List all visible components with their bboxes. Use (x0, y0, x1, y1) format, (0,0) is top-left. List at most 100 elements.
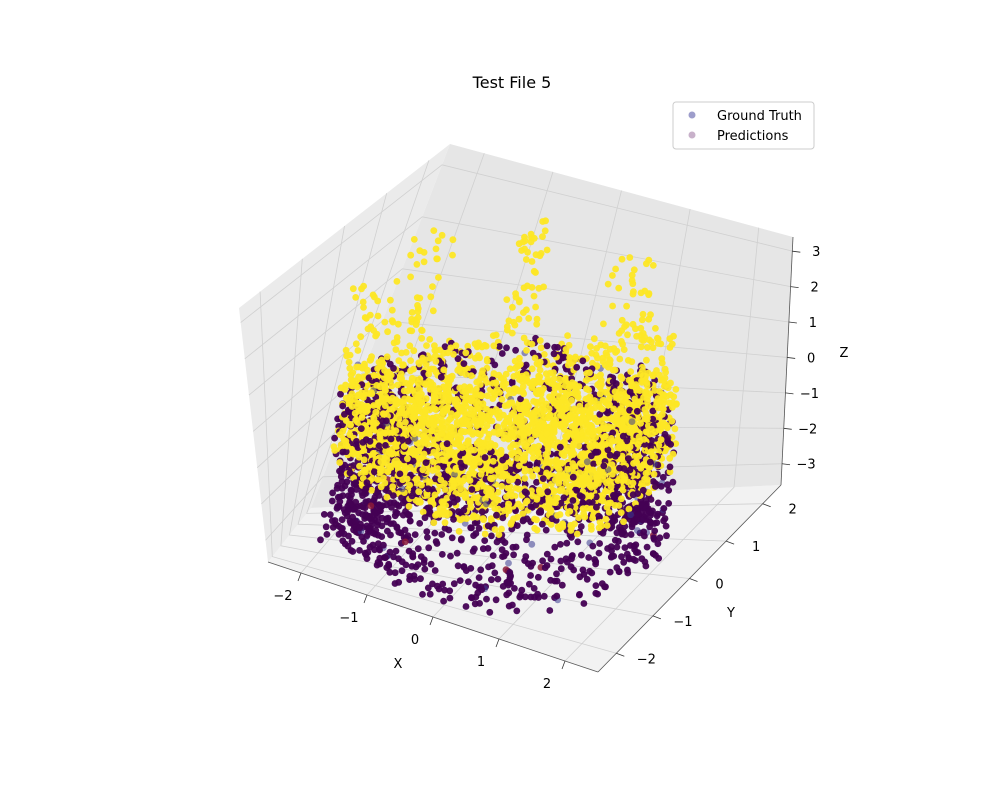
ground-truth-point (611, 536, 619, 544)
prediction-point (370, 402, 378, 409)
prediction-point (352, 416, 360, 424)
prediction-point (394, 381, 402, 389)
prediction-point (575, 436, 582, 444)
ground-truth-point (539, 520, 546, 528)
ground-truth-point (380, 541, 387, 549)
prediction-point (410, 408, 418, 416)
prediction-point (416, 294, 424, 302)
prediction-point (610, 405, 618, 413)
ground-truth-point (473, 518, 481, 526)
z-tick (781, 463, 791, 466)
prediction-point (602, 349, 610, 357)
prediction-point (503, 493, 510, 501)
prediction-point (473, 429, 480, 437)
ground-truth-point (361, 549, 369, 557)
ground-truth-point (477, 566, 485, 574)
y-tick (616, 652, 625, 657)
prediction-point (415, 384, 422, 392)
ground-truth-point (414, 545, 422, 553)
prediction-point (419, 466, 427, 474)
prediction-point (521, 467, 529, 475)
ground-truth-point (544, 488, 552, 496)
ground-truth-point (374, 540, 382, 548)
prediction-point (360, 304, 367, 311)
ground-truth-point (651, 527, 659, 535)
prediction-point (625, 505, 633, 513)
ground-truth-point (423, 528, 431, 535)
prediction-point (616, 355, 624, 363)
ground-truth-point (329, 523, 337, 531)
ground-truth-point (341, 509, 349, 517)
ground-truth-point (450, 516, 457, 523)
prediction-point (466, 477, 474, 484)
prediction-point (621, 472, 628, 480)
x-tick-label: 1 (477, 655, 485, 670)
ground-truth-point (352, 441, 360, 448)
prediction-point (572, 417, 580, 425)
legend-label-predictions: Predictions (717, 129, 789, 144)
ground-truth-point (606, 568, 614, 576)
prediction-point (521, 443, 529, 450)
ground-truth-point (613, 450, 621, 458)
prediction-point (542, 451, 550, 459)
ground-truth-point (351, 517, 359, 525)
prediction-point (526, 467, 534, 475)
ground-truth-point (469, 547, 477, 555)
ground-truth-point (462, 603, 470, 610)
prediction-point (440, 507, 447, 515)
prediction-point (408, 327, 416, 335)
prediction-point (550, 389, 558, 397)
prediction-point (654, 335, 662, 343)
z-grid-line (244, 216, 791, 360)
ground-truth-point (421, 565, 429, 573)
ground-truth-point (606, 451, 614, 459)
prediction-point (537, 344, 545, 352)
ground-truth-point (406, 517, 414, 525)
prediction-point (539, 218, 547, 225)
prediction-point (342, 417, 350, 424)
prediction-point (609, 437, 616, 445)
ground-truth-point (483, 595, 490, 603)
prediction-point (630, 266, 638, 274)
prediction-point (462, 349, 470, 357)
prediction-point (457, 485, 464, 493)
ground-truth-point (440, 463, 448, 471)
y-grid-line (280, 258, 653, 617)
prediction-point (423, 491, 431, 499)
prediction-point (458, 407, 466, 415)
prediction-point (538, 396, 546, 404)
y-grid-line (289, 225, 690, 579)
prediction-point (555, 475, 563, 483)
prediction-point (466, 383, 474, 391)
prediction-point (536, 366, 544, 374)
ground-truth-point (336, 498, 344, 505)
ground-truth-point (579, 499, 587, 507)
prediction-point (426, 336, 434, 343)
prediction-point (661, 365, 669, 373)
ground-truth-point (542, 526, 550, 534)
ground-truth-point (449, 494, 457, 502)
ground-truth-point (478, 508, 486, 516)
prediction-point (615, 284, 623, 292)
ground-truth-point (613, 543, 621, 551)
ground-truth-point (596, 540, 603, 547)
prediction-point (478, 479, 485, 487)
prediction-point (429, 458, 437, 465)
prediction-point (587, 492, 595, 499)
prediction-point (552, 499, 559, 507)
prediction-point (495, 531, 503, 538)
ground-truth-point (392, 547, 400, 555)
prediction-point (586, 442, 594, 450)
ground-truth-point (643, 543, 651, 551)
prediction-point (591, 404, 599, 412)
prediction-point (523, 347, 530, 354)
prediction-point (483, 357, 491, 365)
ground-truth-point (600, 462, 608, 470)
ground-truth-point (569, 473, 577, 481)
ground-truth-point (398, 485, 406, 493)
prediction-point (656, 371, 663, 379)
prediction-point (388, 306, 396, 314)
prediction-point (355, 453, 363, 461)
prediction-point (518, 503, 525, 511)
prediction-point (540, 283, 547, 291)
